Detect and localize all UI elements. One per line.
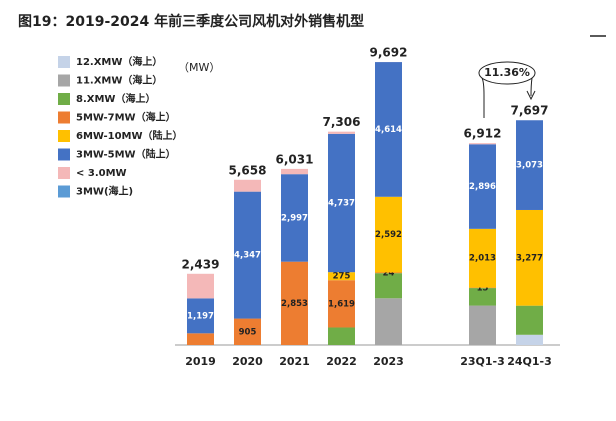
x-tick-label: 2023 xyxy=(373,355,404,368)
data-label: 4,347 xyxy=(234,251,261,261)
x-tick-label: 2019 xyxy=(185,355,216,368)
legend-swatch xyxy=(58,149,70,161)
data-label: 1,619 xyxy=(328,299,355,309)
bar-segment xyxy=(328,132,355,134)
bar-segment xyxy=(469,306,496,345)
legend-swatch xyxy=(58,93,70,105)
bar-segment xyxy=(328,327,355,345)
bar-segment xyxy=(281,169,308,174)
legend-swatch xyxy=(58,56,70,68)
bar-segment xyxy=(187,333,214,345)
legend-label: 8.XMW（海上） xyxy=(76,92,155,105)
x-tick-label: 2022 xyxy=(326,355,357,368)
total-label: 2,439 xyxy=(182,257,220,271)
legend-label: 5MW-7MW（海上） xyxy=(76,111,176,124)
data-label: 905 xyxy=(239,327,257,337)
x-tick-label: 2020 xyxy=(232,355,263,368)
total-label: 5,658 xyxy=(229,163,267,177)
data-label: 2,013 xyxy=(469,254,496,264)
legend-swatch xyxy=(58,112,70,124)
data-label: 275 xyxy=(333,272,351,282)
legend-label: < 3.0MW xyxy=(76,168,127,179)
legend-label: 11.XMW（海上） xyxy=(76,74,162,87)
legend-swatch xyxy=(58,130,70,142)
x-tick-label: 2021 xyxy=(279,355,310,368)
data-label: 4,614 xyxy=(375,125,402,135)
total-label: 6,031 xyxy=(276,152,314,166)
unit-label: （MW） xyxy=(178,61,220,74)
bar-segment xyxy=(469,143,496,144)
legend-swatch xyxy=(58,186,70,198)
legend-label: 3MW(海上) xyxy=(76,185,133,198)
legend-label: 6MW-10MW（陆上） xyxy=(76,129,183,142)
annotation-arrow xyxy=(482,78,484,118)
bar-segment xyxy=(234,180,261,192)
total-label: 6,912 xyxy=(464,127,502,141)
data-label: 2,997 xyxy=(281,213,308,223)
legend-label: 12.XMW（海上） xyxy=(76,55,162,68)
bar-segment xyxy=(375,298,402,345)
data-label: 2,896 xyxy=(469,182,496,192)
bar-segment xyxy=(187,274,214,299)
legend-label: 3MW-5MW（陆上） xyxy=(76,148,176,161)
data-label: 2,592 xyxy=(375,230,402,240)
data-label: 2,853 xyxy=(281,299,308,309)
data-label: 3,277 xyxy=(516,253,543,263)
legend-swatch xyxy=(58,167,70,179)
bar-segment xyxy=(516,335,543,345)
legend-swatch xyxy=(58,75,70,87)
total-label: 7,697 xyxy=(511,104,549,118)
x-tick-label: 23Q1-3 xyxy=(460,355,505,368)
annotation: 11.36% xyxy=(484,66,530,79)
chart-title: 图19：2019-2024 年前三季度公司风机对外销售机型 xyxy=(18,13,364,30)
x-tick-label: 24Q1-3 xyxy=(507,355,552,368)
annotation-arrow xyxy=(531,78,532,96)
total-label: 7,306 xyxy=(323,115,361,129)
total-label: 9,692 xyxy=(370,45,408,59)
data-label: 4,737 xyxy=(328,199,355,209)
bar-segment xyxy=(516,306,543,335)
data-label: 1,197 xyxy=(187,311,214,321)
data-label: 3,073 xyxy=(516,161,543,171)
